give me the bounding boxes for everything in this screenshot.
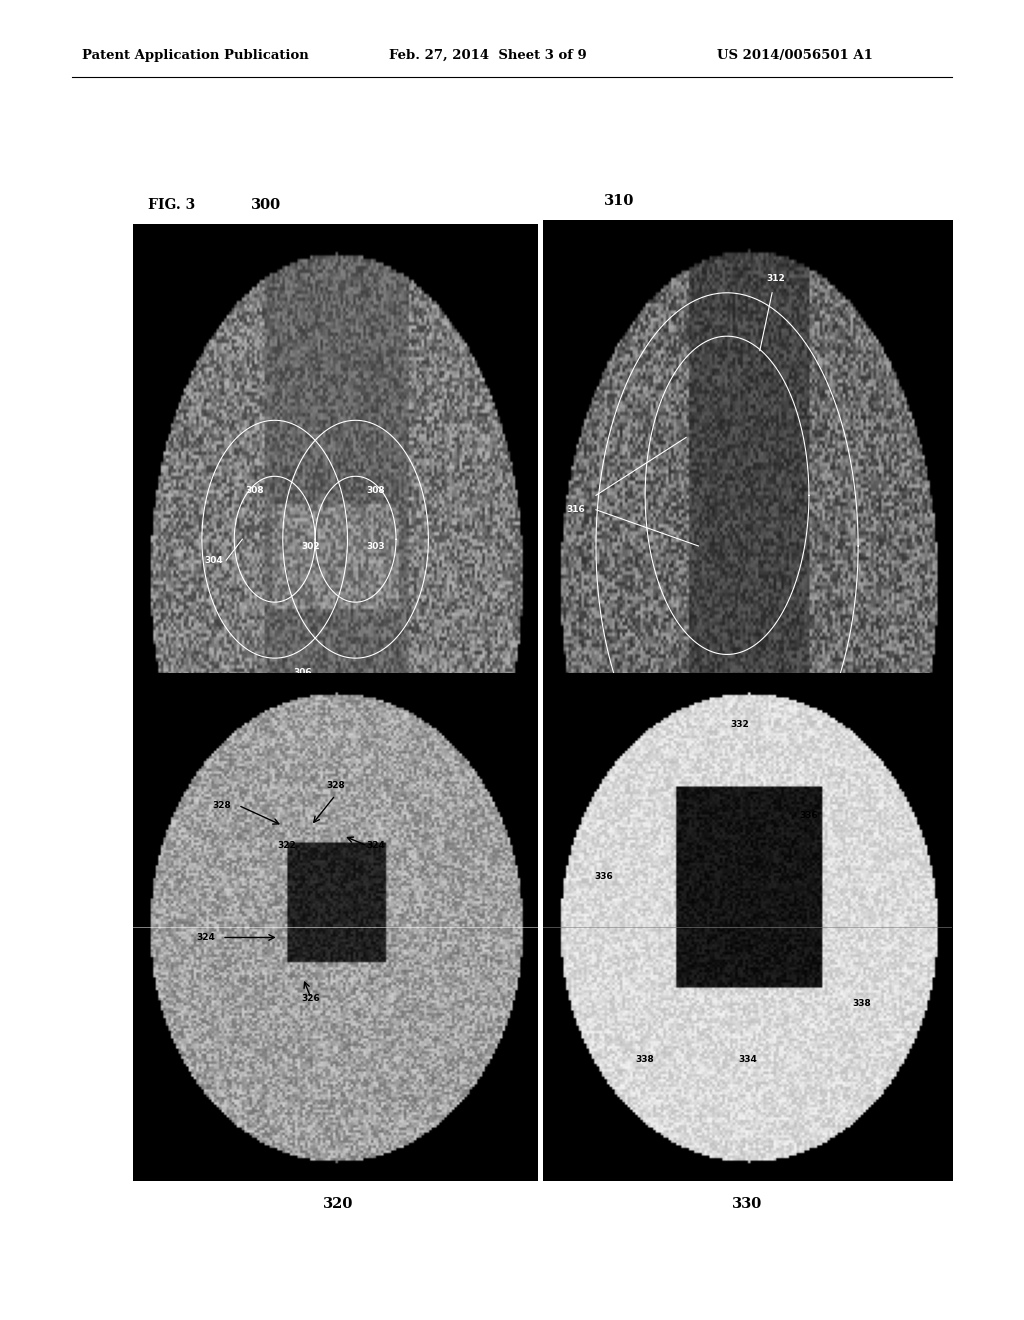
Text: 332: 332 — [730, 719, 749, 729]
Text: 314: 314 — [738, 911, 757, 919]
Text: 320: 320 — [323, 1197, 353, 1210]
Text: 338: 338 — [853, 999, 871, 1008]
Text: US 2014/0056501 A1: US 2014/0056501 A1 — [717, 49, 872, 62]
Text: Feb. 27, 2014  Sheet 3 of 9: Feb. 27, 2014 Sheet 3 of 9 — [389, 49, 587, 62]
Text: 338: 338 — [636, 1055, 654, 1064]
Text: 334: 334 — [738, 1055, 757, 1064]
Text: 328: 328 — [213, 801, 231, 810]
Text: 308: 308 — [245, 486, 264, 495]
Text: 300: 300 — [251, 198, 281, 211]
Text: Patent Application Publication: Patent Application Publication — [82, 49, 308, 62]
Text: 302: 302 — [302, 541, 321, 550]
Text: 316: 316 — [566, 506, 585, 515]
Text: 304: 304 — [205, 556, 223, 565]
Text: 336: 336 — [595, 873, 613, 880]
Text: 324: 324 — [197, 933, 215, 942]
Text: 310: 310 — [604, 194, 635, 207]
Text: 324: 324 — [367, 841, 385, 850]
Text: 328: 328 — [326, 780, 345, 789]
Text: 326: 326 — [302, 994, 321, 1003]
Text: 303: 303 — [367, 541, 385, 550]
Text: 308: 308 — [367, 486, 385, 495]
Text: 322: 322 — [278, 841, 296, 850]
Text: 330: 330 — [732, 1197, 763, 1210]
Text: 336: 336 — [800, 810, 818, 820]
Text: FIG. 3: FIG. 3 — [148, 198, 196, 211]
Text: 312: 312 — [767, 273, 785, 282]
Text: 306: 306 — [294, 668, 312, 677]
